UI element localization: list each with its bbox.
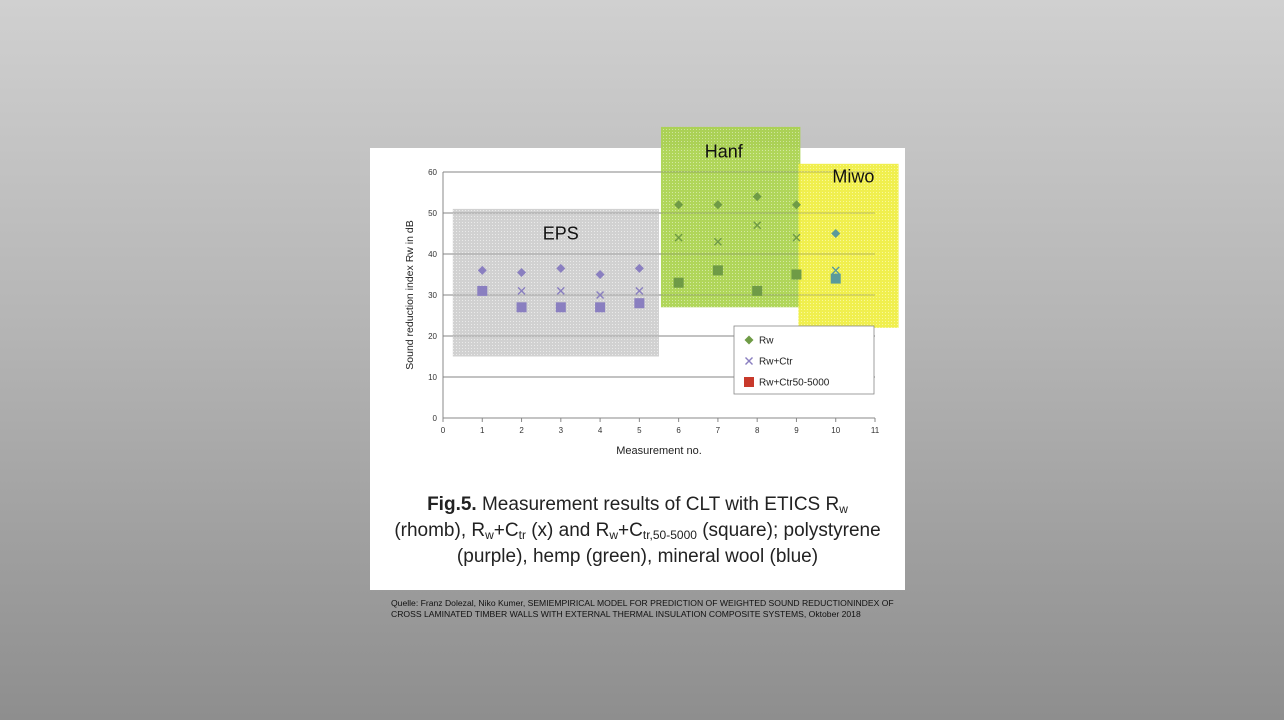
y-tick-label: 10 <box>428 373 437 382</box>
point-x <box>517 286 526 295</box>
point-diamond <box>556 263 566 273</box>
y-tick-label: 0 <box>433 414 438 423</box>
x-stroke <box>596 291 605 299</box>
point-diamond <box>831 229 841 238</box>
point-diamond <box>674 200 684 210</box>
legend-marker <box>744 377 754 387</box>
x-tick-label: 0 <box>441 426 446 435</box>
x-tick-label: 9 <box>794 426 799 435</box>
legend-box <box>733 325 875 395</box>
y-tick-label: 20 <box>428 332 437 341</box>
point-square <box>752 285 763 296</box>
region-hanf <box>660 126 801 308</box>
point-square <box>830 273 841 284</box>
x-tick-label: 3 <box>559 426 564 435</box>
legend-label: Rw+Ctr50-5000 <box>759 378 830 389</box>
region-eps <box>452 208 659 357</box>
x-stroke <box>713 237 722 246</box>
caption-line-1: Fig.5. Measurement results of CLT with E… <box>427 494 848 516</box>
x-stroke <box>792 233 801 242</box>
x-tick-label: 5 <box>637 426 642 435</box>
point-x <box>831 266 840 275</box>
point-x <box>596 291 605 299</box>
x-stroke <box>745 357 753 365</box>
y-tick-label: 50 <box>428 209 437 218</box>
point-diamond <box>517 267 527 277</box>
y-tick-label: 30 <box>428 291 437 300</box>
region-label-eps: EPS <box>543 224 579 244</box>
caption-fig-label: Fig.5. <box>427 494 477 515</box>
region-miwo <box>798 163 899 328</box>
y-tick-label: 40 <box>428 250 437 259</box>
x-axis-title: Measurement no. <box>616 445 702 457</box>
point-square <box>555 302 566 313</box>
point-x <box>478 286 487 295</box>
x-stroke <box>831 266 840 275</box>
x-stroke <box>674 233 683 242</box>
point-square <box>634 298 645 309</box>
point-square <box>673 277 684 288</box>
x-tick-label: 11 <box>871 426 880 435</box>
x-tick-label: 8 <box>755 426 760 435</box>
point-diamond <box>595 270 605 279</box>
x-tick-label: 2 <box>519 426 524 435</box>
x-stroke <box>517 286 526 295</box>
x-tick-label: 6 <box>676 426 681 435</box>
caption-line-2: (rhomb), Rw+Ctr (x) and Rw+Ctr,50-5000 (… <box>394 520 881 542</box>
point-x <box>556 286 565 295</box>
point-x <box>792 233 801 242</box>
point-x <box>674 233 683 242</box>
x-stroke <box>556 286 565 295</box>
point-diamond <box>477 265 487 275</box>
region-label-miwo: Miwo <box>832 166 874 186</box>
point-diamond <box>752 192 762 202</box>
point-square <box>712 265 723 276</box>
x-tick-label: 7 <box>716 426 721 435</box>
x-stroke <box>753 221 762 230</box>
point-diamond <box>713 200 723 210</box>
point-square <box>516 302 527 313</box>
x-tick-label: 4 <box>598 426 603 435</box>
x-tick-label: 10 <box>831 426 840 435</box>
legend-marker <box>745 357 753 365</box>
point-diamond <box>634 263 644 273</box>
legend-label: Rw <box>759 336 774 347</box>
x-stroke <box>478 286 487 295</box>
region-label-hanf: Hanf <box>705 142 744 162</box>
point-diamond <box>791 200 801 210</box>
x-stroke <box>635 286 644 295</box>
figure-caption: Fig.5. Measurement results of CLT with E… <box>370 492 905 570</box>
point-x <box>635 286 644 295</box>
point-x <box>753 221 762 230</box>
caption-line-3: (purple), hemp (green), mineral wool (bl… <box>456 546 819 567</box>
legend-marker <box>744 335 754 345</box>
x-tick-label: 1 <box>480 426 485 435</box>
y-tick-label: 60 <box>428 168 437 177</box>
y-axis-title: Sound reduction index Rw in dB <box>404 220 416 369</box>
point-square <box>791 269 802 280</box>
legend-label: Rw+Ctr <box>759 357 793 368</box>
source-citation: Quelle: Franz Dolezal, Niko Kumer, SEMIE… <box>391 598 894 619</box>
point-x <box>713 237 722 246</box>
point-square <box>595 302 606 313</box>
